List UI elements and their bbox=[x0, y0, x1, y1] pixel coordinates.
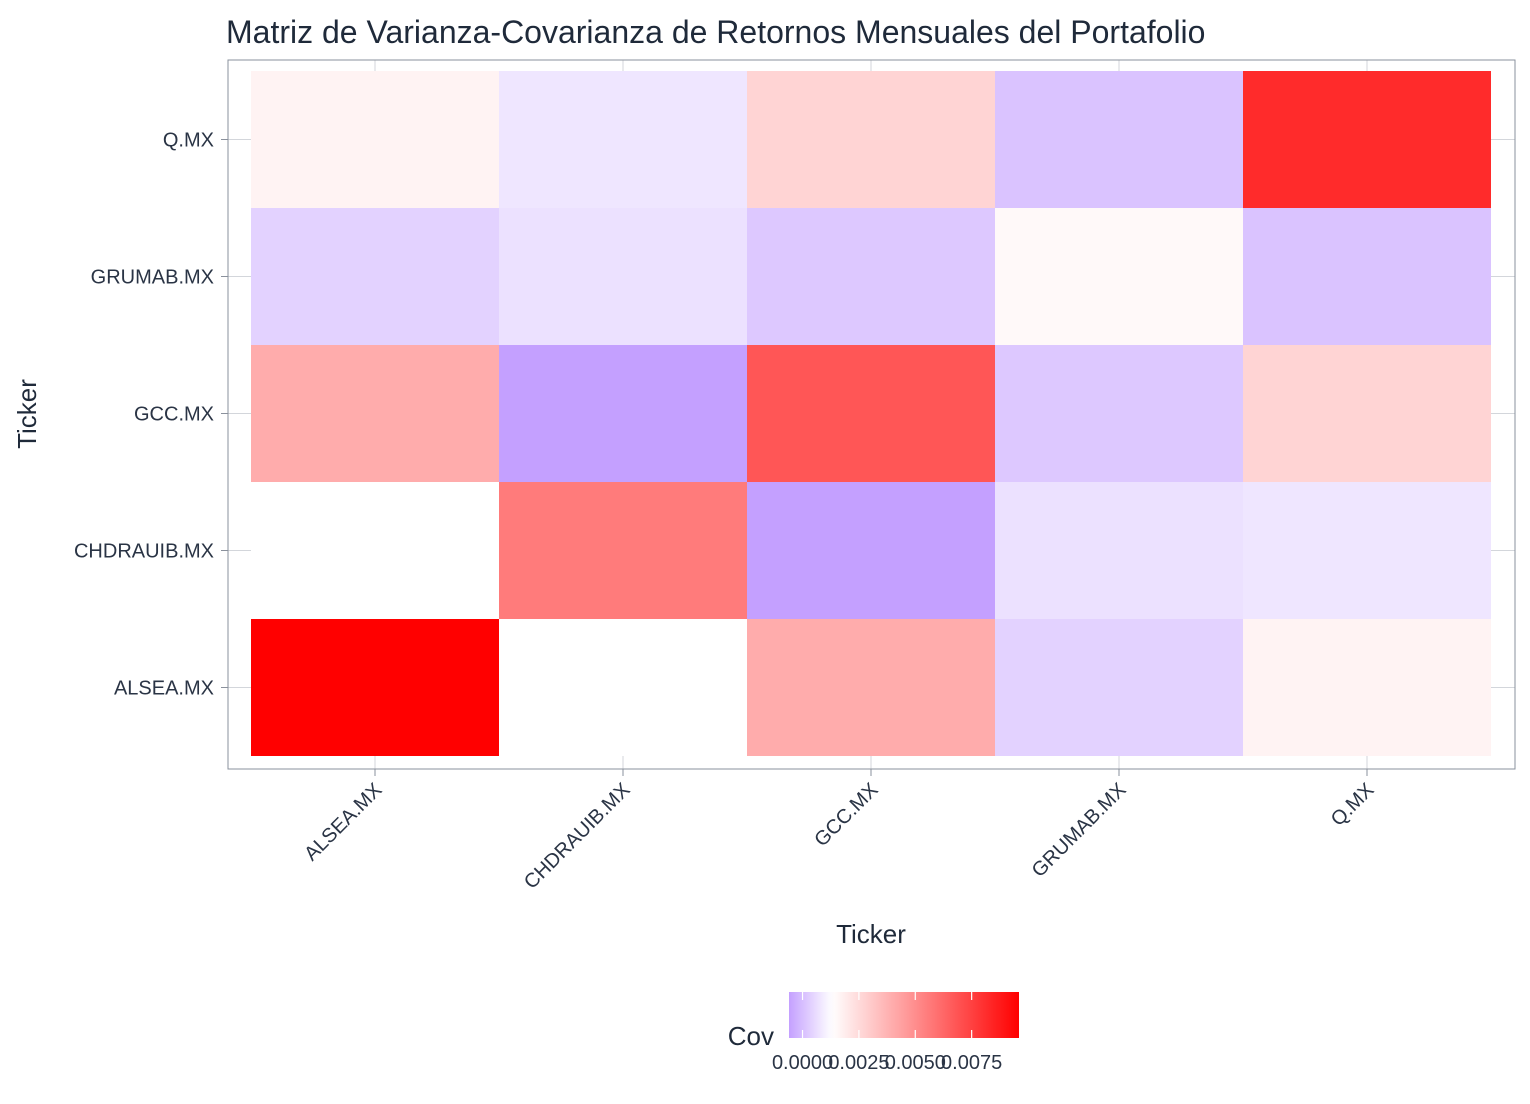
heatmap-cell-GCC.MX-Q.MX bbox=[1243, 345, 1491, 482]
y-tick-label: CHDRAUIB.MX bbox=[74, 541, 214, 563]
y-tick-label: ALSEA.MX bbox=[114, 678, 214, 700]
heatmap-cell-Q.MX-Q.MX bbox=[1243, 71, 1491, 208]
heatmap-cell-Q.MX-CHDRAUIB.MX bbox=[499, 71, 747, 208]
x-tick-label: Q.MX bbox=[1327, 779, 1379, 831]
heatmap-cells bbox=[251, 71, 1491, 756]
heatmap-cell-GCC.MX-GRUMAB.MX bbox=[995, 345, 1243, 482]
legend-tick-label: 0.0075 bbox=[941, 1052, 1002, 1074]
legend-colorbar bbox=[789, 992, 1019, 1038]
heatmap-cell-CHDRAUIB.MX-GRUMAB.MX bbox=[995, 482, 1243, 619]
heatmap-cell-ALSEA.MX-CHDRAUIB.MX bbox=[499, 619, 747, 756]
heatmap-cell-GCC.MX-ALSEA.MX bbox=[251, 345, 499, 482]
x-tick-label: ALSEA.MX bbox=[300, 779, 386, 865]
y-tick-label: GCC.MX bbox=[134, 404, 214, 426]
y-axis-ticks: ALSEA.MX CHDRAUIB.MX GCC.MX GRUMAB.MX Q.MX bbox=[74, 130, 228, 700]
heatmap-cell-GRUMAB.MX-GCC.MX bbox=[747, 208, 995, 345]
heatmap-cell-ALSEA.MX-GRUMAB.MX bbox=[995, 619, 1243, 756]
heatmap-cell-GCC.MX-GCC.MX bbox=[747, 345, 995, 482]
heatmap-cell-ALSEA.MX-GCC.MX bbox=[747, 619, 995, 756]
y-tick-label: Q.MX bbox=[163, 130, 214, 152]
x-tick-label: CHDRAUIB.MX bbox=[520, 779, 635, 894]
y-tick-label: GRUMAB.MX bbox=[91, 267, 214, 289]
x-tick-label: GCC.MX bbox=[810, 779, 882, 851]
heatmap-cell-ALSEA.MX-Q.MX bbox=[1243, 619, 1491, 756]
heatmap-cell-CHDRAUIB.MX-CHDRAUIB.MX bbox=[499, 482, 747, 619]
heatmap-cell-CHDRAUIB.MX-GCC.MX bbox=[747, 482, 995, 619]
x-axis-ticks: ALSEA.MX CHDRAUIB.MX GCC.MX GRUMAB.MX Q.MX bbox=[300, 769, 1379, 894]
heatmap-cell-Q.MX-GCC.MX bbox=[747, 71, 995, 208]
legend-tick-label: 0.0025 bbox=[828, 1052, 889, 1074]
y-axis-title: Ticker bbox=[12, 379, 42, 449]
legend-tick-label: 0.0050 bbox=[885, 1052, 946, 1074]
heatmap-cell-GRUMAB.MX-Q.MX bbox=[1243, 208, 1491, 345]
heatmap-cell-GRUMAB.MX-GRUMAB.MX bbox=[995, 208, 1243, 345]
heatmap-cell-GRUMAB.MX-CHDRAUIB.MX bbox=[499, 208, 747, 345]
legend-title: Cov bbox=[728, 1021, 774, 1051]
heatmap-cell-GRUMAB.MX-ALSEA.MX bbox=[251, 208, 499, 345]
heatmap-cell-CHDRAUIB.MX-Q.MX bbox=[1243, 482, 1491, 619]
heatmap-cell-ALSEA.MX-ALSEA.MX bbox=[251, 619, 499, 756]
chart-title: Matriz de Varianza-Covarianza de Retorno… bbox=[226, 14, 1205, 50]
heatmap-cell-CHDRAUIB.MX-ALSEA.MX bbox=[251, 482, 499, 619]
x-axis-title: Ticker bbox=[836, 919, 906, 949]
heatmap-cell-GCC.MX-CHDRAUIB.MX bbox=[499, 345, 747, 482]
heatmap-cell-Q.MX-GRUMAB.MX bbox=[995, 71, 1243, 208]
legend-tick-label: 0.0000 bbox=[772, 1052, 833, 1074]
heatmap-cell-Q.MX-ALSEA.MX bbox=[251, 71, 499, 208]
x-tick-label: GRUMAB.MX bbox=[1028, 779, 1131, 882]
